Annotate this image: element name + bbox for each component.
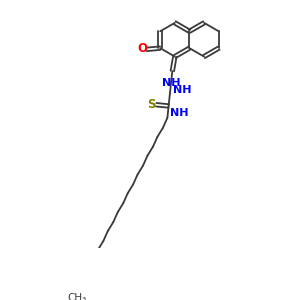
Text: NH: NH: [162, 78, 180, 88]
Text: O: O: [137, 42, 147, 56]
Text: NH: NH: [170, 108, 189, 118]
Text: CH₃: CH₃: [67, 293, 86, 300]
Text: S: S: [148, 98, 156, 111]
Text: NH: NH: [173, 85, 191, 94]
